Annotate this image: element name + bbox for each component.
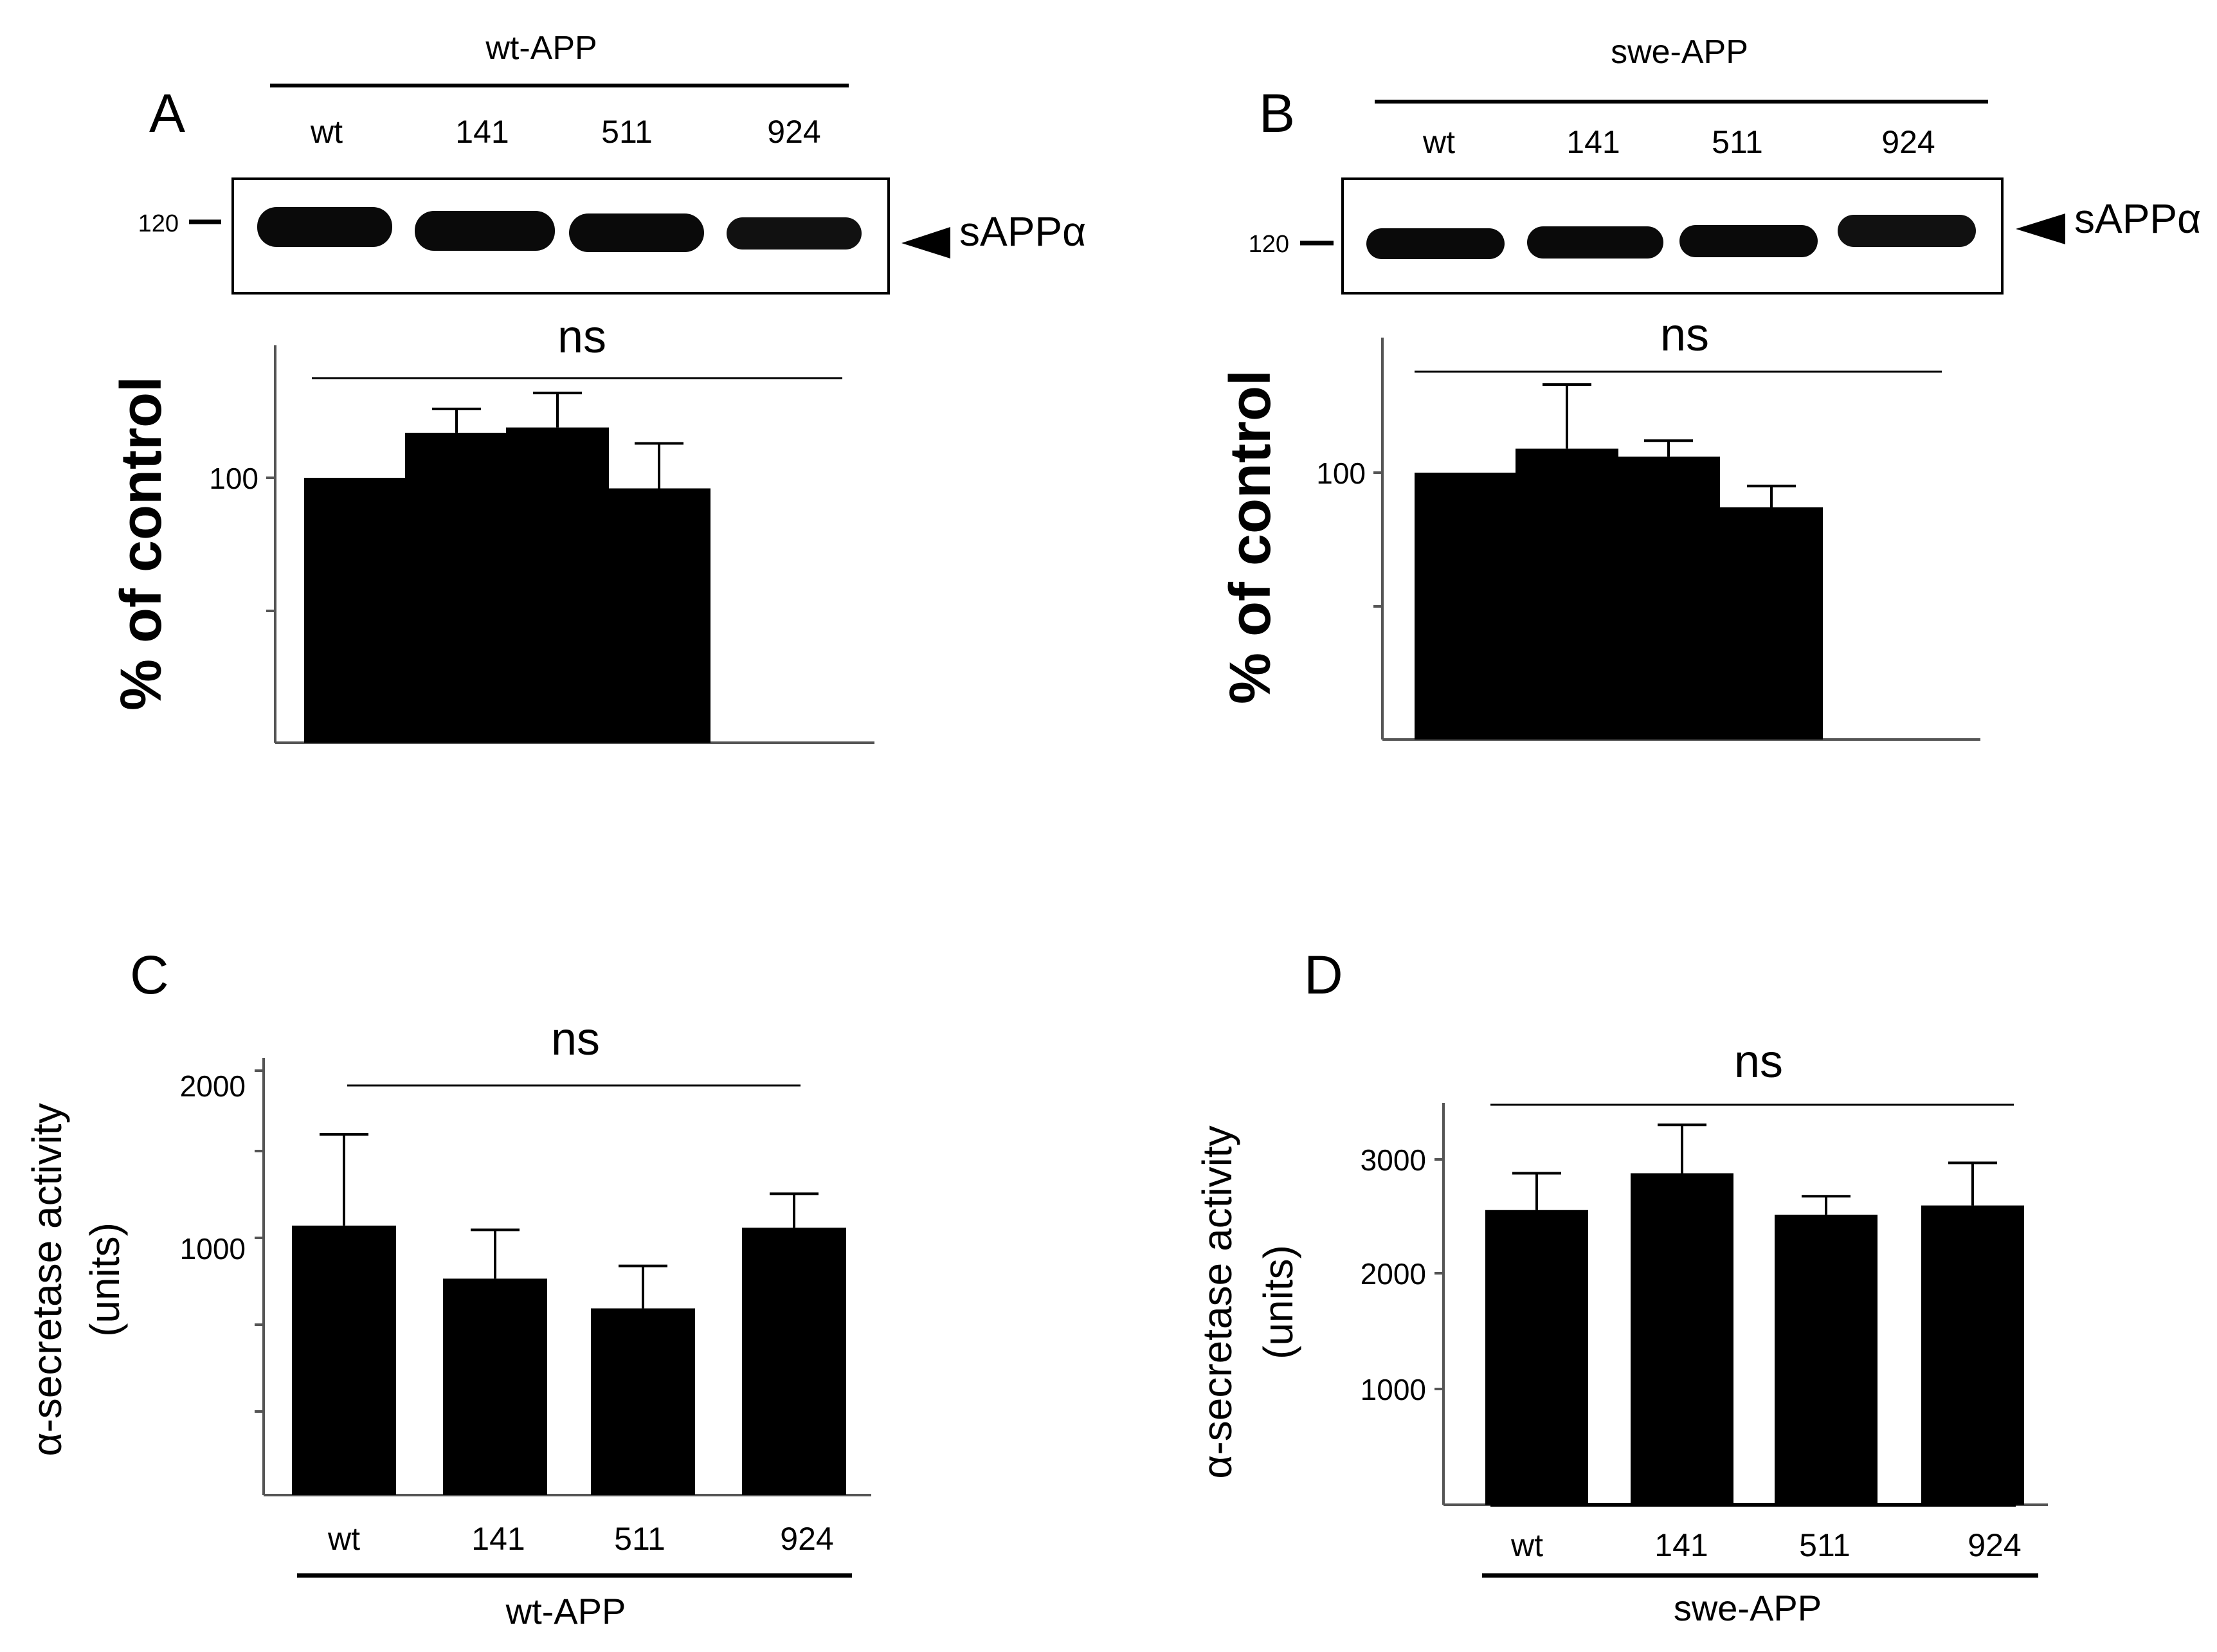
panel-d-x-category: 141 — [1654, 1527, 1708, 1563]
panel-b-lane-label: 141 — [1566, 124, 1620, 160]
panel-c-bar-wt — [292, 1225, 396, 1495]
panel-c-group-label: wt-APP — [505, 1591, 626, 1631]
panel-a-bar-924 — [608, 488, 710, 743]
panel-d-y-axis-label: α-secretase activity — [1194, 1125, 1240, 1478]
panel-a-bar-wt — [304, 478, 407, 743]
panel-d-x-category: wt — [1510, 1527, 1543, 1563]
panel-b-band — [1679, 225, 1818, 257]
panel-c-significance: ns — [551, 1013, 600, 1065]
panel-b-mw-marker: 120 — [1249, 231, 1289, 258]
panel-c-bar-141 — [443, 1278, 547, 1495]
panel-b-band — [1838, 215, 1976, 247]
panel-a-band — [727, 217, 862, 250]
panel-a-band — [257, 207, 392, 247]
panel-c-x-category: 924 — [780, 1521, 833, 1557]
panel-a-band-label: sAPPα — [959, 208, 1086, 255]
panel-a-lane-label: 141 — [455, 114, 509, 150]
panel-c-y-tick-label: 2000 — [180, 1069, 246, 1103]
panel-a-group-header: wt-APP — [485, 30, 597, 67]
panel-d-y-axis-unit: (units) — [1255, 1245, 1301, 1359]
panel-d-y-tick-label: 2000 — [1361, 1257, 1426, 1291]
panel-d-y-tick-label: 1000 — [1361, 1373, 1426, 1406]
panel-b-arrowhead-icon — [2016, 213, 2065, 244]
panel-b-western-blot: 120 sAPPα — [1249, 177, 2201, 295]
panel-b-bar-wt — [1415, 473, 1517, 740]
panel-a-lane-label: 924 — [767, 114, 820, 150]
panel-b-lane-label: 511 — [1712, 124, 1763, 160]
panel-d-letter: D — [1304, 945, 1343, 1005]
panel-a-bars — [304, 392, 710, 743]
panel-c-bars — [292, 1133, 846, 1495]
panel-c-y-axis-label: α-secretase activity — [24, 1103, 70, 1456]
panel-a-bar-chart: ns 100 % of control — [109, 311, 874, 744]
panel-b-band-label: sAPPα — [2074, 195, 2201, 242]
panel-c: C ns 2000 1000 α-secretase activity (uni… — [24, 945, 871, 1631]
panel-d-significance: ns — [1734, 1036, 1783, 1087]
panel-d-x-category: 924 — [1968, 1527, 2021, 1563]
panel-d-bar-141 — [1631, 1173, 1733, 1505]
panel-b-significance: ns — [1660, 309, 1709, 361]
panel-c-bar-924 — [742, 1228, 846, 1495]
panel-c-y-tick-label: 1000 — [180, 1232, 246, 1266]
panel-c-x-category: wt — [327, 1521, 360, 1557]
panel-c-x-category: 511 — [614, 1521, 665, 1557]
panel-d-bars — [1485, 1123, 2024, 1505]
panel-a-bar-511 — [506, 427, 609, 743]
panel-a-western-blot: 120 sAPPα — [138, 177, 1086, 295]
panel-b-bars — [1415, 383, 1823, 740]
panel-a-band — [569, 213, 704, 252]
panel-a-band — [415, 211, 555, 251]
panel-a: A wt-APP wt 141 511 924 120 sAPPα ns 100 — [109, 30, 1086, 744]
panel-a-y-axis-label: % of control — [109, 376, 174, 711]
panel-b-bar-924 — [1720, 507, 1823, 740]
panel-a-significance: ns — [557, 311, 606, 363]
panel-a-bar-141 — [405, 432, 508, 743]
panel-d-bar-924 — [1921, 1205, 2024, 1505]
panel-a-arrowhead-icon — [901, 227, 950, 259]
panel-d-group-label: swe-APP — [1674, 1588, 1822, 1628]
panel-b-bar-141 — [1516, 448, 1618, 740]
panel-d-bar-wt — [1485, 1210, 1588, 1505]
panel-d-y-tick-label: 3000 — [1361, 1143, 1426, 1177]
panel-c-bar-511 — [591, 1308, 695, 1495]
panel-a-letter: A — [149, 83, 185, 143]
panel-b-letter: B — [1259, 83, 1295, 143]
panel-a-y-tick-label: 100 — [209, 462, 258, 495]
panel-b-band — [1366, 228, 1505, 259]
panel-b-lane-label: wt — [1422, 124, 1455, 160]
panel-a-mw-marker: 120 — [138, 210, 179, 237]
panel-d-x-category: 511 — [1799, 1527, 1851, 1563]
panel-b-group-header: swe-APP — [1611, 33, 1748, 71]
panel-b-y-tick-label: 100 — [1316, 457, 1366, 490]
panel-c-x-category: 141 — [471, 1521, 525, 1557]
panel-b-bar-511 — [1617, 457, 1720, 740]
panel-b-bar-chart: ns 100 % of control — [1218, 309, 1980, 741]
panel-b-y-axis-label: % of control — [1218, 370, 1283, 704]
panel-b: B swe-APP wt 141 511 924 120 sAPPα ns 10… — [1218, 33, 2201, 741]
panel-c-letter: C — [130, 945, 169, 1005]
panel-c-y-axis-unit: (units) — [82, 1222, 128, 1337]
panel-d: D ns 3000 2000 1000 α-secretase activity… — [1194, 945, 2048, 1628]
panel-a-lane-label: 511 — [601, 114, 653, 150]
panel-b-band — [1527, 226, 1663, 259]
panel-d-bar-511 — [1775, 1214, 1878, 1505]
panel-b-lane-label: 924 — [1881, 124, 1935, 160]
panel-a-lane-label: wt — [310, 114, 343, 150]
